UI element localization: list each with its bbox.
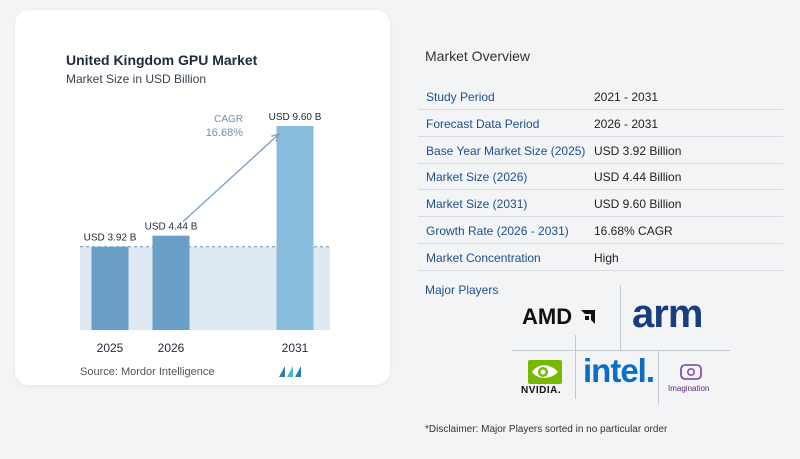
bar-2031 [276,126,314,330]
imagination-logo: Imagination [668,384,710,393]
imagination-icon [680,364,702,380]
cagr-label: CAGR [214,114,243,125]
data-label-2026: USD 4.44 B [145,222,198,233]
overview-row: Market Size (2026) USD 4.44 Billion [418,164,783,191]
overview-row-label: Market Size (2031) [426,197,528,212]
bar-2025 [91,246,129,330]
overview-row-label: Base Year Market Size (2025) [426,143,586,158]
intel-logo: intel. [583,352,655,389]
cagr-arrow-line [182,133,280,223]
overview-row-value: USD 4.44 Billion [594,170,682,185]
overview-row: Study Period 2021 - 2031 [418,84,783,110]
amd-logo: AMD [522,304,597,330]
chart-title: United Kingdom GPU Market [66,52,258,68]
overview-row-label: Forecast Data Period [426,116,540,131]
source-text: Source: Mordor Intelligence [80,366,215,378]
amd-arrow-icon [581,310,596,324]
major-players-label: Major Players [425,283,499,297]
data-label-2025: USD 3.92 B [84,233,137,244]
data-label-2031: USD 9.60 B [269,112,322,123]
overview-row-label: Market Concentration [426,250,541,265]
nvidia-logo: NVIDIA. [521,385,562,396]
overview-row: Growth Rate (2026 - 2031) 16.68% CAGR [418,218,783,244]
overview-row: Base Year Market Size (2025) USD 3.92 Bil… [418,138,783,164]
overview-row-value: 16.68% CAGR [594,224,673,238]
chart-card: USD 3.92 B 2025 USD 4.44 B 2026 USD 9.60 B 20… [15,10,390,385]
mordor-logo-icon [279,366,301,377]
overview-row-label: Study Period [426,90,495,104]
cagr-value: 16.68% [206,127,244,139]
tick-label-2031: 2031 [282,341,309,355]
cagr-arrow-head [271,132,281,142]
overview-row-label: Growth Rate (2026 - 2031) [426,224,569,238]
tick-label-2025: 2025 [97,341,124,355]
overview-row-value: 2026 - 2031 [594,116,659,131]
overview-row: Market Size (2031) USD 9.60 Billion [418,191,783,218]
overview-row-value: USD 9.60 Billion [594,197,682,212]
tick-label-2026: 2026 [158,341,185,355]
nvidia-eye-icon [528,360,562,384]
disclaimer: *Disclaimer: Major Players sorted in no … [425,424,668,435]
overview-row: Forecast Data Period 2026 - 2031 [418,111,783,137]
chart-subtitle: Market Size in USD Billion [66,72,207,86]
bar-2026 [152,235,190,330]
arm-logo: arm [632,292,703,336]
chart-svg: USD 3.92 B 2025 USD 4.44 B 2026 USD 9.60 B 20… [80,112,330,355]
overview-row-value: 2021 - 2031 [594,90,659,104]
overview-row-value: USD 3.92 Billion [594,143,682,158]
overview-row: Market Concentration High [418,245,783,271]
overview-row-label: Market Size (2026) [426,170,528,185]
overview-row-value: High [594,250,619,265]
overview-title: Market Overview [425,48,531,64]
